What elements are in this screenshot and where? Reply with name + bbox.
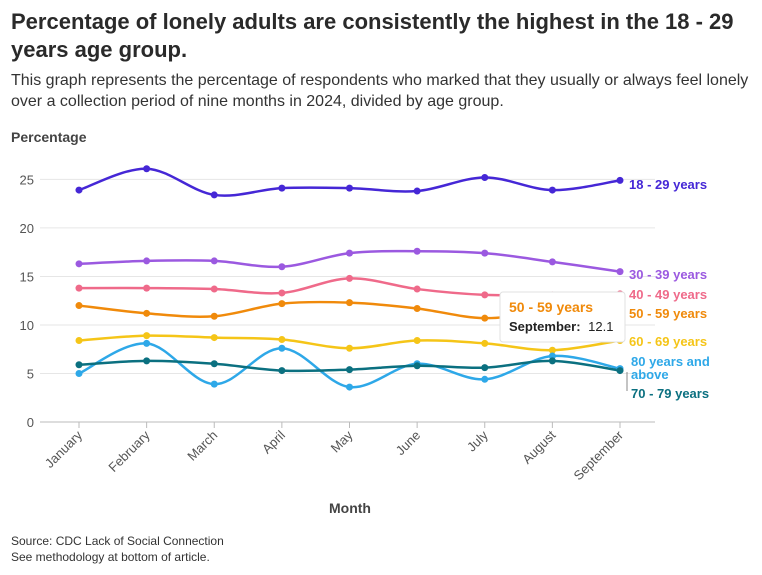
data-point (481, 314, 489, 322)
data-point (278, 289, 286, 297)
series-end-label: 30 - 39 years (629, 267, 707, 282)
series-end-label: 60 - 69 years (629, 334, 707, 349)
data-point (75, 284, 83, 292)
data-point (210, 334, 218, 342)
data-point (548, 352, 556, 360)
data-point (548, 357, 556, 365)
data-point (278, 344, 286, 352)
data-point (75, 336, 83, 344)
data-point (481, 364, 489, 372)
data-point (413, 336, 421, 344)
tooltip-value: 12.1 (588, 319, 613, 334)
data-point (548, 346, 556, 354)
data-point (210, 380, 218, 388)
data-point (210, 285, 218, 293)
tooltip-value-line: September: 12.1 (509, 319, 613, 334)
data-point (616, 176, 624, 184)
x-tick-label: September (571, 427, 627, 483)
source-text: Source: CDC Lack of Social Connection (11, 534, 224, 548)
y-tick-label: 25 (20, 172, 34, 187)
data-point (346, 274, 353, 282)
data-point (75, 260, 83, 268)
x-tick-label: January (42, 427, 86, 471)
x-tick-label: May (328, 427, 356, 455)
chart-subtitle: This graph represents the percentage of … (11, 72, 749, 110)
tooltip-series: 50 - 59 years (509, 299, 593, 315)
y-tick-label: 15 (20, 269, 34, 284)
series-end-label: 80 years and above (631, 354, 710, 382)
data-point (481, 249, 489, 257)
data-point (481, 291, 489, 299)
data-point (413, 285, 421, 293)
data-point (481, 173, 489, 181)
data-point (548, 186, 556, 194)
x-axis-ticks: January February March April May June July Augu… (42, 422, 627, 483)
data-point (346, 344, 353, 352)
tooltip-box (499, 291, 626, 343)
y-tick-label: 20 (20, 221, 34, 236)
data-point (75, 186, 83, 194)
x-axis-title: Month (329, 500, 371, 516)
data-point (210, 360, 218, 368)
data-point (413, 247, 421, 255)
data-point (616, 268, 624, 276)
data-point (413, 187, 421, 195)
x-tick-label: July (464, 427, 491, 454)
data-point (75, 361, 83, 369)
data-point (278, 300, 286, 308)
data-point (75, 302, 83, 310)
methodology-text: See methodology at bottom of article. (11, 550, 210, 564)
y-tick-label: 10 (20, 318, 34, 333)
data-point (346, 383, 353, 391)
y-tick-label: 0 (27, 415, 34, 430)
data-point (346, 366, 353, 374)
data-point (143, 284, 151, 292)
y-axis-title: Percentage (11, 129, 87, 145)
data-point (413, 362, 421, 370)
data-point (210, 257, 218, 265)
x-tick-label: April (259, 427, 288, 456)
data-point (143, 332, 151, 340)
data-point (278, 263, 286, 271)
data-point (143, 257, 151, 265)
tooltip: 50 - 59 years September: 12.1 (499, 291, 628, 391)
series-end-label: 40 - 49 years (629, 287, 707, 302)
data-point (143, 357, 151, 365)
data-point (143, 165, 151, 173)
data-point (210, 191, 218, 199)
data-point (548, 258, 556, 266)
data-point (481, 339, 489, 347)
x-tick-label: March (184, 428, 220, 464)
y-tick-label: 5 (27, 366, 34, 381)
chart-title: Percentage of lonely adults are consiste… (11, 9, 734, 62)
series-end-label: 18 - 29 years (629, 177, 707, 192)
series-points (75, 165, 624, 391)
data-point (616, 367, 624, 375)
data-point (278, 184, 286, 192)
data-point (75, 369, 83, 377)
data-point (346, 184, 353, 192)
data-point (346, 249, 353, 257)
data-point (143, 309, 151, 317)
series-end-label: 70 - 79 years (631, 386, 709, 401)
data-point (143, 339, 151, 347)
line-chart: Percentage 0 5 10 15 20 25 January February Mar… (11, 129, 710, 516)
data-point (481, 375, 489, 383)
data-point (210, 312, 218, 320)
data-point (278, 367, 286, 375)
y-axis-ticks: 0 5 10 15 20 25 (20, 172, 34, 430)
series-labels: 18 - 29 years 30 - 39 years 40 - 49 years 5… (629, 177, 710, 401)
x-tick-label: June (393, 428, 424, 459)
data-point (278, 336, 286, 344)
data-point (346, 299, 353, 307)
source-note: Source: CDC Lack of Social Connection Se… (11, 533, 224, 565)
tooltip-month: September: (509, 319, 581, 334)
x-tick-label: February (105, 427, 153, 475)
series-end-label: 50 - 59 years (629, 306, 707, 321)
x-tick-label: August (519, 427, 558, 466)
data-point (413, 304, 421, 312)
